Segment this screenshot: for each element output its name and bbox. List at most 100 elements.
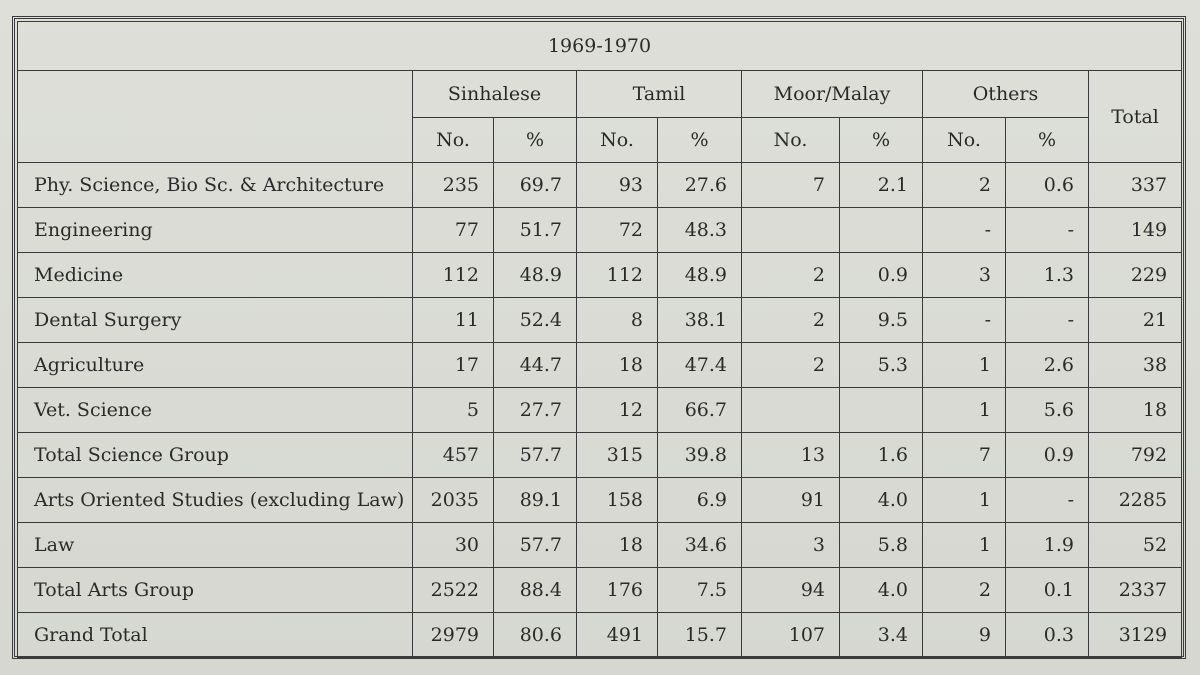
row-category: Dental Surgery	[17, 297, 413, 343]
table-cell: 2.6	[1005, 342, 1089, 388]
table-cell: 2.1	[839, 162, 923, 208]
group-header-moor-malay: Moor/Malay	[741, 70, 923, 118]
table-cell: 112	[412, 252, 494, 298]
sub-header-no: No.	[412, 117, 494, 163]
table-cell: 6.9	[657, 477, 742, 523]
row-category: Total Arts Group	[17, 567, 413, 613]
table-cell: 1	[922, 522, 1006, 568]
table-cell: 2	[922, 567, 1006, 613]
table-cell: 88.4	[493, 567, 577, 613]
row-category: Agriculture	[17, 342, 413, 388]
table-cell: 9.5	[839, 297, 923, 343]
table-cell: 89.1	[493, 477, 577, 523]
table-cell	[741, 207, 840, 253]
table-cell: 48.9	[493, 252, 577, 298]
table-cell: 91	[741, 477, 840, 523]
table-cell: 0.9	[839, 252, 923, 298]
table-cell: 7	[922, 432, 1006, 478]
table-cell: -	[1005, 207, 1089, 253]
sub-header-row: No. % No. % No. % No. %	[18, 117, 1182, 163]
table-cell: 1.9	[1005, 522, 1089, 568]
table-cell: 21	[1087, 297, 1183, 343]
table-cell: 337	[1087, 162, 1183, 208]
table-cell: 3129	[1087, 612, 1183, 658]
table-row: Total Science Group 457 57.7 315 39.8 13 1.6 7 0…	[17, 432, 1183, 478]
table-cell	[839, 207, 923, 253]
table-cell	[741, 387, 840, 433]
table-cell: 112	[576, 252, 658, 298]
table-cell: 18	[1087, 387, 1183, 433]
table-cell: 15.7	[657, 612, 742, 658]
sub-header-no: No.	[922, 117, 1006, 163]
table-cell: 5.8	[839, 522, 923, 568]
table-cell: 2	[741, 252, 840, 298]
table-row: Agriculture 17 44.7 18 47.4 2 5.3 1 2.6 38	[17, 342, 1183, 388]
table-cell: 5.3	[839, 342, 923, 388]
table-row: Grand Total 2979 80.6 491 15.7 107 3.4 9 0.3 3129	[17, 612, 1183, 658]
period-title: 1969-1970	[16, 21, 1183, 71]
table-cell: 9	[922, 612, 1006, 658]
table-cell: 80.6	[493, 612, 577, 658]
group-header-others: Others	[922, 70, 1089, 118]
table-cell: 57.7	[493, 432, 577, 478]
admissions-table: 1969-1970 Sinhalese Tamil Moor/Malay Oth…	[16, 21, 1183, 658]
row-category: Total Science Group	[17, 432, 413, 478]
table-cell: 2035	[412, 477, 494, 523]
table-cell: 2337	[1087, 567, 1183, 613]
table-cell: 457	[412, 432, 494, 478]
table-cell: 158	[576, 477, 658, 523]
table-cell: -	[922, 207, 1006, 253]
table-cell: 792	[1087, 432, 1183, 478]
table-cell: 69.7	[493, 162, 577, 208]
table-cell: 72	[576, 207, 658, 253]
table-cell: -	[922, 297, 1006, 343]
table-cell: 3	[922, 252, 1006, 298]
table-cell: 94	[741, 567, 840, 613]
table-cell: 27.6	[657, 162, 742, 208]
table-cell: 3	[741, 522, 840, 568]
category-header	[17, 70, 413, 163]
row-category: Grand Total	[17, 612, 413, 658]
table-cell: 1	[922, 477, 1006, 523]
table-row: Phy. Science, Bio Sc. & Architecture 235 6…	[17, 162, 1183, 208]
table-cell: 2	[741, 342, 840, 388]
table-cell: 30	[412, 522, 494, 568]
table-cell: 48.9	[657, 252, 742, 298]
table-cell: 0.1	[1005, 567, 1089, 613]
table-cell: 315	[576, 432, 658, 478]
table-row: Total Arts Group 2522 88.4 176 7.5 94 4.0 2 0.1 2…	[17, 567, 1183, 613]
table-cell: 2	[922, 162, 1006, 208]
table-outer-border	[12, 16, 1186, 659]
table-cell: 0.6	[1005, 162, 1089, 208]
sub-header-percent: %	[493, 117, 577, 163]
table-cell: 5.6	[1005, 387, 1089, 433]
title-row: 1969-1970	[16, 21, 1183, 71]
group-header-tamil: Tamil	[576, 70, 742, 118]
table-cell: 1.6	[839, 432, 923, 478]
table-cell: 7	[741, 162, 840, 208]
table-cell: 57.7	[493, 522, 577, 568]
table-cell: 1	[922, 342, 1006, 388]
sub-header-no: No.	[576, 117, 658, 163]
table-cell: -	[1005, 477, 1089, 523]
table-row: Law 30 57.7 18 34.6 3 5.8 1 1.9 52	[17, 522, 1183, 568]
sub-header-percent: %	[1005, 117, 1089, 163]
table-cell: 229	[1087, 252, 1183, 298]
table-cell: 38	[1087, 342, 1183, 388]
table-cell: 0.9	[1005, 432, 1089, 478]
table-cell: 1.3	[1005, 252, 1089, 298]
total-header: Total	[1087, 70, 1183, 163]
table-row: Vet. Science 5 27.7 12 66.7 1 5.6 18	[17, 387, 1183, 433]
sub-header-percent: %	[657, 117, 742, 163]
table-cell: 48.3	[657, 207, 742, 253]
table-cell: 93	[576, 162, 658, 208]
table-cell: 491	[576, 612, 658, 658]
row-category: Phy. Science, Bio Sc. & Architecture	[17, 162, 413, 208]
row-category: Arts Oriented Studies (excluding Law)	[17, 477, 413, 523]
table-cell: 34.6	[657, 522, 742, 568]
table-cell: 235	[412, 162, 494, 208]
table-cell: 149	[1087, 207, 1183, 253]
table-cell: 0.3	[1005, 612, 1089, 658]
table-cell: 2979	[412, 612, 494, 658]
